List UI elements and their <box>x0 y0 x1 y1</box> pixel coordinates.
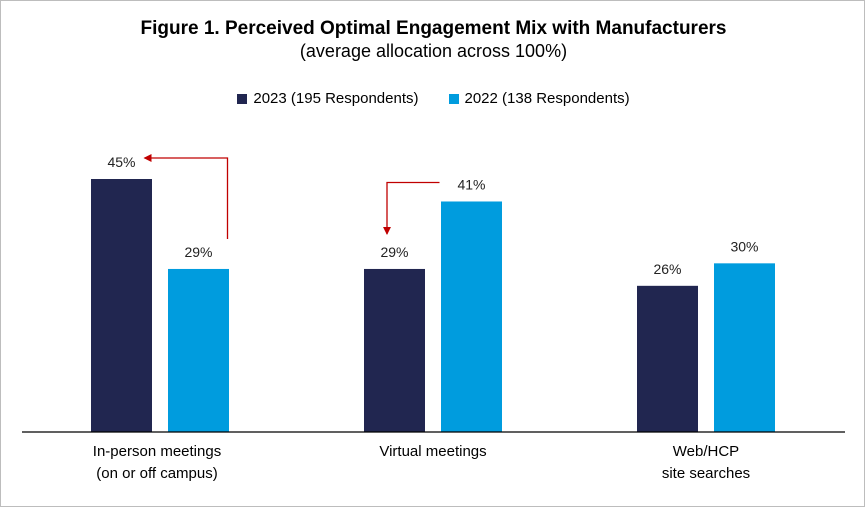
category-label-web-line2: site searches <box>661 465 751 482</box>
category-label-web-line1: Web/HCP <box>672 443 740 460</box>
bar-web-2022 <box>714 263 775 432</box>
change-arrow-virtual <box>383 181 440 235</box>
chart-title: Figure 1. Perceived Optimal Engagement M… <box>140 18 727 39</box>
legend-swatch-2022 <box>448 93 459 104</box>
value-label-web-2022: 30% <box>730 238 758 254</box>
category-label-in-person-line2: (on or off campus) <box>96 465 218 482</box>
legend-label-2022: 2022 (138 Respondents) <box>464 90 630 107</box>
value-label-in-person-2023: 45% <box>107 154 135 170</box>
chart-subtitle: (average allocation across 100%) <box>299 41 568 61</box>
bar-in-person-2022 <box>168 268 229 432</box>
category-label-virtual: Virtual meetings <box>323 441 543 463</box>
legend-swatch-2023 <box>237 93 248 104</box>
bar-in-person-2023 <box>91 179 152 432</box>
value-label-web-2023: 26% <box>653 261 681 277</box>
value-label-in-person-2022: 29% <box>184 244 212 260</box>
change-arrow-in-person <box>143 154 229 239</box>
bar-virtual-2023 <box>364 268 425 432</box>
legend-item-2022: 2022 (138 Respondents) <box>448 90 630 107</box>
category-label-in-person: In-person meetings (on or off campus) <box>47 441 267 485</box>
value-label-virtual-2023: 29% <box>380 244 408 260</box>
category-label-web: Web/HCP site searches <box>596 441 816 485</box>
legend: 2023 (195 Respondents) 2022 (138 Respond… <box>0 90 867 107</box>
value-label-virtual-2022: 41% <box>457 176 485 192</box>
legend-item-2023: 2023 (195 Respondents) <box>237 90 419 107</box>
legend-label-2023: 2023 (195 Respondents) <box>253 90 419 107</box>
category-label-in-person-line1: In-person meetings <box>92 443 222 460</box>
category-label-virtual-line1: Virtual meetings <box>379 443 487 460</box>
bar-virtual-2022 <box>441 201 502 432</box>
bar-web-2023 <box>637 285 698 432</box>
